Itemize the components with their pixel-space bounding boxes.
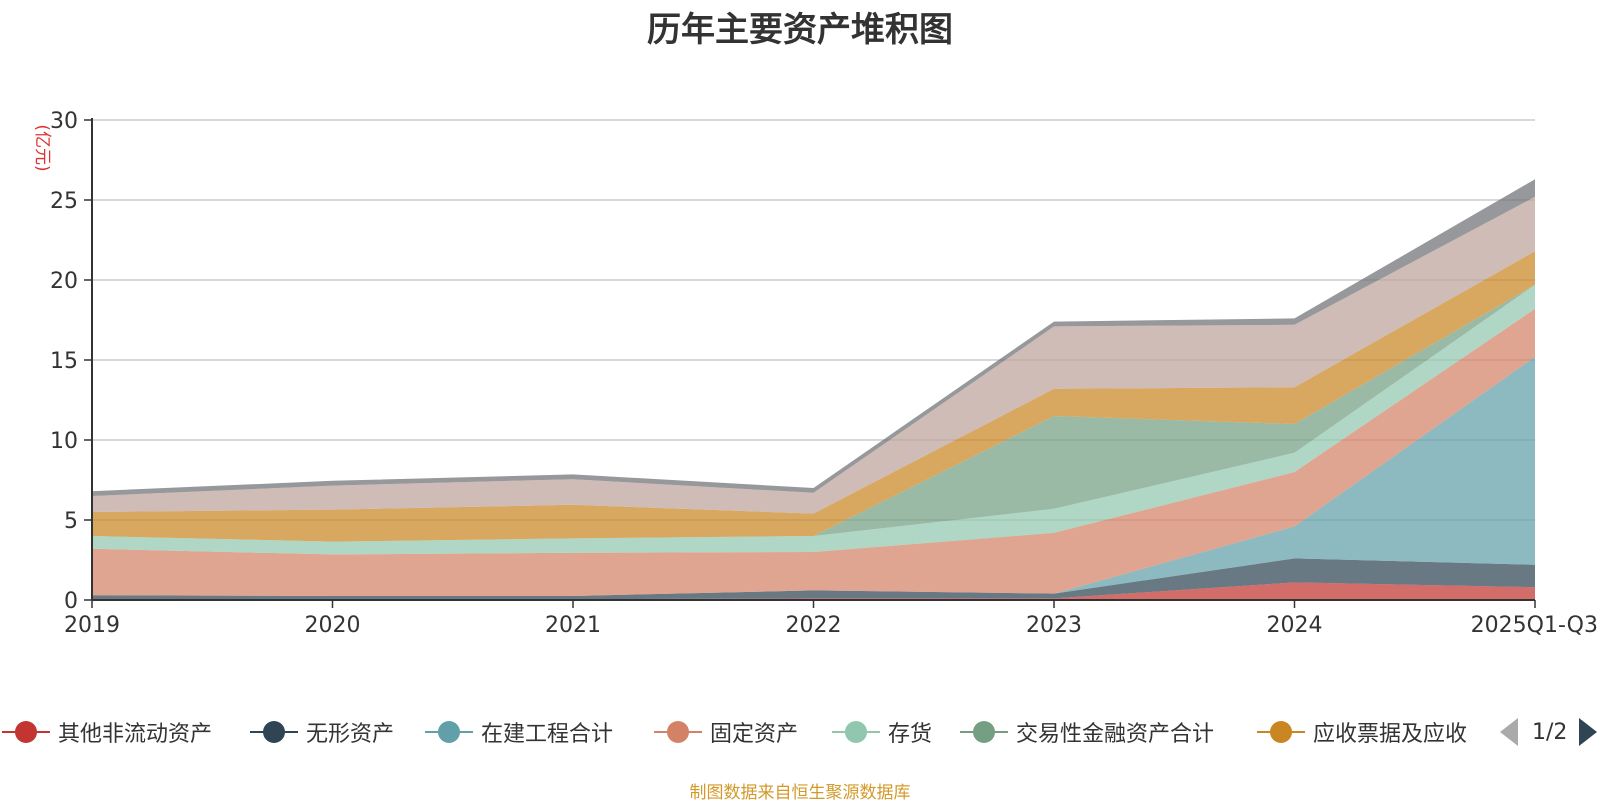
area-series-0[interactable] bbox=[92, 582, 1535, 600]
legend-marker-dot bbox=[667, 721, 689, 743]
x-tick-label-5: 2024 bbox=[1267, 613, 1323, 638]
legend-pager: 1/2 bbox=[1500, 712, 1598, 752]
legend-label: 其他非流动资产 bbox=[58, 722, 213, 747]
legend-next-icon[interactable] bbox=[1579, 718, 1598, 746]
legend-marker-icon bbox=[423, 717, 475, 747]
y-tick-label-3: 15 bbox=[50, 349, 78, 374]
y-tick-label-4: 20 bbox=[50, 269, 78, 294]
legend-item-3[interactable]: 固定资产 bbox=[652, 712, 798, 752]
area-series-7[interactable] bbox=[92, 196, 1535, 514]
area-series-1[interactable] bbox=[92, 558, 1535, 600]
y-tick-label-0: 0 bbox=[64, 589, 78, 614]
legend-item-0[interactable]: 其他非流动资产 bbox=[0, 712, 212, 752]
y-tick-label-2: 10 bbox=[50, 429, 78, 454]
legend-marker-icon bbox=[248, 717, 300, 747]
legend-label: 无形资产 bbox=[306, 722, 395, 747]
x-tick-label-1: 2020 bbox=[305, 613, 361, 638]
x-tick-label-2: 2021 bbox=[545, 613, 601, 638]
x-tick-label-4: 2023 bbox=[1026, 613, 1082, 638]
legend-item-4[interactable]: 存货 bbox=[830, 712, 932, 752]
legend-marker-icon bbox=[1255, 717, 1307, 747]
legend-marker-dot bbox=[438, 721, 460, 743]
y-tick-label-5: 25 bbox=[50, 189, 78, 214]
legend-label: 在建工程合计 bbox=[481, 722, 614, 747]
x-tick-label-6: 2025Q1-Q3 bbox=[1471, 613, 1598, 638]
x-tick-label-0: 2019 bbox=[64, 613, 120, 638]
legend-item-5[interactable]: 交易性金融资产合计 bbox=[958, 712, 1214, 752]
legend-marker-icon bbox=[958, 717, 1010, 747]
legend-marker-dot bbox=[973, 721, 995, 743]
legend-item-1[interactable]: 无形资产 bbox=[248, 712, 394, 752]
y-axis-unit-label: (亿元) bbox=[32, 124, 52, 171]
y-tick-label-1: 5 bbox=[64, 509, 78, 534]
legend-marker-dot bbox=[1270, 721, 1292, 743]
area-series-5[interactable] bbox=[92, 284, 1535, 542]
legend-marker-icon bbox=[830, 717, 882, 747]
data-source-note: 制图数据来自恒生聚源数据库 bbox=[689, 783, 911, 803]
area-series-6[interactable] bbox=[92, 251, 1535, 542]
legend-page-indicator: 1/2 bbox=[1532, 719, 1568, 745]
legend-label: 应收票据及应收 bbox=[1313, 722, 1468, 747]
legend-label: 交易性金融资产合计 bbox=[1016, 722, 1215, 747]
legend-marker-dot bbox=[15, 721, 37, 743]
area-series-3[interactable] bbox=[92, 308, 1535, 596]
legend-marker-icon bbox=[652, 717, 704, 747]
legend-item-2[interactable]: 在建工程合计 bbox=[423, 712, 613, 752]
y-tick-label-6: 30 bbox=[50, 109, 78, 134]
legend-marker-dot bbox=[845, 721, 867, 743]
legend-prev-icon[interactable] bbox=[1500, 718, 1518, 746]
legend: 其他非流动资产 无形资产 在建工程合计 固定资产 存货 交易性金融资产合计 应收票据及应收 … bbox=[0, 712, 1600, 752]
legend-marker-dot bbox=[263, 721, 285, 743]
area-series-4[interactable] bbox=[92, 284, 1535, 555]
legend-label: 固定资产 bbox=[710, 722, 799, 747]
legend-marker-icon bbox=[0, 717, 52, 747]
chart-title: 历年主要资产堆积图 bbox=[647, 10, 953, 50]
legend-item-6[interactable]: 应收票据及应收 bbox=[1255, 712, 1467, 752]
legend-label: 存货 bbox=[888, 722, 933, 747]
x-tick-label-3: 2022 bbox=[786, 613, 842, 638]
